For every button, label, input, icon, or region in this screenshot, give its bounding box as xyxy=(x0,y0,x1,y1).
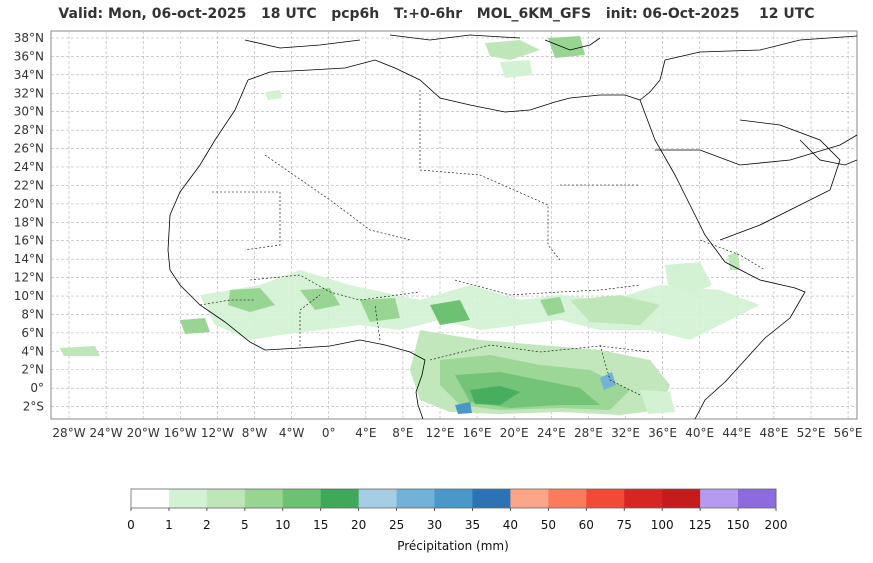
lat-tick-label: 4°N xyxy=(21,344,44,358)
colorbar-swatch xyxy=(700,489,739,508)
colorbar-tick-label: 100 xyxy=(651,518,674,532)
lon-tick-label: 24°W xyxy=(90,426,123,440)
lat-tick-label: 16°N xyxy=(14,234,44,248)
colorbar-tick-label: 75 xyxy=(617,518,632,532)
colorbar-swatch xyxy=(662,489,701,508)
colorbar-tick-label: 200 xyxy=(765,518,788,532)
lat-tick-label: 2°N xyxy=(21,363,44,377)
lon-tick-label: 4°W xyxy=(279,426,305,440)
lon-tick-label: 48°E xyxy=(759,426,788,440)
colorbar-swatch xyxy=(624,489,663,508)
lon-tick-label: 12°W xyxy=(201,426,234,440)
colorbar-tick-label: 20 xyxy=(351,518,366,532)
colorbar-tick-label: 30 xyxy=(427,518,442,532)
lat-tick-label: 38°N xyxy=(14,31,44,45)
lon-tick-label: 40°E xyxy=(685,426,714,440)
lon-tick-label: 16°W xyxy=(164,426,197,440)
lat-tick-label: 36°N xyxy=(14,49,44,63)
lon-tick-label: 4°E xyxy=(355,426,376,440)
lon-tick-label: 0° xyxy=(322,426,336,440)
colorbar-tick-label: 50 xyxy=(541,518,556,532)
lon-tick-label: 12°E xyxy=(426,426,455,440)
colorbar-swatch xyxy=(586,489,625,508)
latitude-tick-labels: 38°N 36°N 34°N 32°N 30°N 28°N 26°N 24°N 22°N 20°N… xyxy=(14,31,44,414)
colorbar-tick-label: 1 xyxy=(165,518,173,532)
colorbar-swatch xyxy=(434,489,473,508)
lat-tick-label: 14°N xyxy=(14,252,44,266)
lat-tick-label: 30°N xyxy=(14,105,44,119)
colorbar-tick-label: 60 xyxy=(579,518,594,532)
lon-tick-label: 44°E xyxy=(722,426,751,440)
lon-tick-label: 36°E xyxy=(648,426,677,440)
colorbar-label: Précipitation (mm) xyxy=(397,539,509,553)
lat-tick-label: 32°N xyxy=(14,86,44,100)
colorbar-tick-label: 40 xyxy=(503,518,518,532)
lat-tick-label: 2°S xyxy=(23,400,44,414)
lat-tick-label: 8°N xyxy=(21,307,44,321)
lat-tick-label: 18°N xyxy=(14,215,44,229)
lat-tick-label: 34°N xyxy=(14,68,44,82)
colorbar-swatch xyxy=(320,489,360,508)
colorbar-swatch xyxy=(358,489,398,508)
colorbar-border xyxy=(130,488,777,509)
colorbar-tick-label: 35 xyxy=(465,518,480,532)
precipitation-field xyxy=(60,36,760,415)
colorbar: 0 1 2 5 10 15 20 25 30 35 40 50 60 75 100 125 150 200 xyxy=(127,488,788,532)
lon-tick-label: 20°W xyxy=(127,426,160,440)
lat-tick-label: 6°N xyxy=(21,326,44,340)
colorbar-tick-label: 150 xyxy=(727,518,750,532)
lat-tick-label: 28°N xyxy=(14,123,44,137)
lon-tick-label: 8°W xyxy=(242,426,268,440)
map-title: Valid: Mon, 06-oct-2025 18 UTC pcp6h T:+… xyxy=(58,6,815,22)
colorbar-tick-label: 5 xyxy=(241,518,249,532)
lon-tick-label: 16°E xyxy=(463,426,492,440)
lat-tick-label: 24°N xyxy=(14,160,44,174)
lon-tick-label: 52°E xyxy=(797,426,826,440)
colorbar-swatch xyxy=(168,489,208,508)
lat-tick-label: 12°N xyxy=(14,271,44,285)
colorbar-tick-label: 2 xyxy=(203,518,211,532)
colorbar-swatch xyxy=(244,489,284,508)
colorbar-swatch xyxy=(206,489,246,508)
colorbar-tick-label: 0 xyxy=(127,518,135,532)
colorbar-swatch xyxy=(472,489,511,508)
lat-tick-label: 0° xyxy=(30,381,44,395)
lon-tick-label: 28°W xyxy=(52,426,85,440)
colorbar-tick-label: 15 xyxy=(313,518,328,532)
colorbar-swatch xyxy=(510,489,549,508)
lon-tick-label: 24°E xyxy=(537,426,566,440)
lat-tick-label: 22°N xyxy=(14,178,44,192)
lon-tick-label: 8°E xyxy=(392,426,413,440)
longitude-tick-labels: 28°W 24°W 20°W 16°W 12°W 8°W 4°W 0° 4°E 8°E 12°E 16… xyxy=(52,426,862,440)
lon-tick-label: 28°E xyxy=(574,426,603,440)
lat-tick-label: 26°N xyxy=(14,142,44,156)
lon-tick-label: 20°E xyxy=(500,426,529,440)
country-borders xyxy=(199,90,766,396)
lon-tick-label: 32°E xyxy=(611,426,640,440)
colorbar-swatch xyxy=(548,489,587,508)
colorbar-swatch xyxy=(738,489,777,508)
colorbar-swatch xyxy=(282,489,322,508)
coastlines xyxy=(167,34,857,419)
colorbar-swatch xyxy=(396,489,436,508)
lat-tick-label: 10°N xyxy=(14,289,44,303)
colorbar-tick-label: 25 xyxy=(389,518,404,532)
lon-tick-label: 56°E xyxy=(834,426,863,440)
lat-tick-label: 20°N xyxy=(14,197,44,211)
colorbar-swatch xyxy=(131,489,170,508)
colorbar-tick-label: 125 xyxy=(689,518,712,532)
colorbar-tick-label: 10 xyxy=(275,518,290,532)
